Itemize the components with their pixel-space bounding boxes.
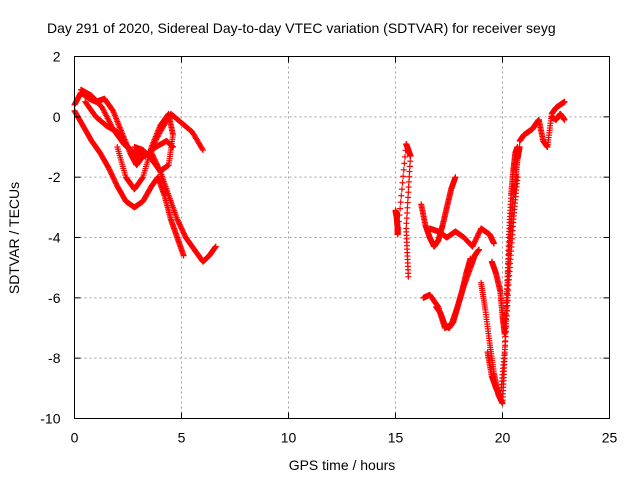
data-point (404, 199, 411, 206)
data-point (395, 218, 402, 225)
data-point (407, 158, 414, 165)
series-track-5 (114, 110, 176, 193)
data-point (212, 243, 219, 250)
data-point (490, 240, 497, 247)
data-point (503, 323, 510, 330)
data-point (399, 179, 406, 186)
data-point (452, 174, 459, 181)
data-point (401, 160, 408, 167)
x-tick-label: 0 (71, 430, 79, 446)
data-point (398, 186, 405, 193)
y-tick-label: -4 (48, 230, 61, 246)
data-point (516, 144, 523, 150)
data-point (404, 204, 411, 211)
data-point (405, 184, 412, 191)
data-point (405, 178, 412, 185)
data-point (396, 212, 403, 219)
y-tick-label: -2 (48, 169, 61, 185)
data-point (405, 273, 412, 280)
data-point (505, 292, 512, 299)
series-track-15 (548, 110, 568, 123)
chart-title: Day 291 of 2020, Sidereal Day-to-day VTE… (47, 20, 556, 36)
data-point (503, 312, 510, 319)
y-tick-label: -6 (48, 290, 61, 306)
data-point (514, 174, 521, 181)
x-axis-label: GPS time / hours (289, 457, 396, 473)
data-point (475, 246, 482, 253)
y-tick-label: 0 (53, 109, 61, 125)
data-point (405, 194, 412, 201)
data-point (407, 153, 414, 160)
points-layer (71, 86, 568, 407)
series-track-8 (426, 225, 497, 250)
x-tick-label: 10 (281, 430, 297, 446)
data-point (504, 302, 511, 309)
x-tick-label: 5 (178, 430, 186, 446)
series-track-6 (392, 140, 414, 280)
data-point (501, 349, 508, 356)
data-point (139, 175, 146, 182)
data-point (502, 338, 509, 345)
data-point (131, 144, 138, 150)
data-point (395, 225, 402, 232)
data-point (397, 199, 404, 206)
data-point (504, 297, 511, 304)
series-track-13 (484, 174, 521, 401)
x-tick-label: 25 (602, 430, 618, 446)
y-tick-label: 2 (53, 49, 61, 65)
y-axis-label: SDTVAR / TECUs (6, 182, 22, 294)
data-point (199, 145, 206, 152)
data-point (501, 343, 508, 350)
data-point (505, 287, 512, 294)
data-point (502, 333, 509, 340)
data-point (180, 252, 187, 259)
series-track-10 (433, 255, 474, 331)
data-point (561, 98, 568, 105)
data-point (504, 307, 511, 314)
data-point (199, 147, 206, 154)
data-point (397, 205, 404, 212)
data-point (502, 328, 509, 335)
data-point (403, 215, 410, 222)
series-track-7 (418, 174, 459, 250)
data-point (404, 209, 411, 216)
data-point (403, 220, 410, 227)
data-point (505, 281, 512, 288)
data-point (467, 255, 474, 262)
grid-layer (74, 56, 610, 419)
data-point (406, 163, 413, 170)
data-point (398, 192, 405, 199)
data-point (400, 166, 407, 173)
data-point (503, 318, 510, 325)
data-point (405, 189, 412, 196)
data-point (561, 116, 568, 123)
y-tick-label: -10 (40, 411, 60, 427)
y-tick-label: -8 (48, 350, 61, 366)
ticks-layer: 0 5 10 15 20 25 -10 -8 -6 -4 -2 0 2 (40, 49, 617, 446)
series-track-14 (516, 98, 568, 150)
data-point (406, 173, 413, 180)
data-point (400, 173, 407, 180)
x-tick-label: 15 (388, 430, 404, 446)
data-point (394, 231, 401, 238)
x-tick-label: 20 (495, 430, 511, 446)
data-point (401, 153, 408, 160)
series-track-2 (71, 107, 187, 259)
data-point (406, 168, 413, 175)
